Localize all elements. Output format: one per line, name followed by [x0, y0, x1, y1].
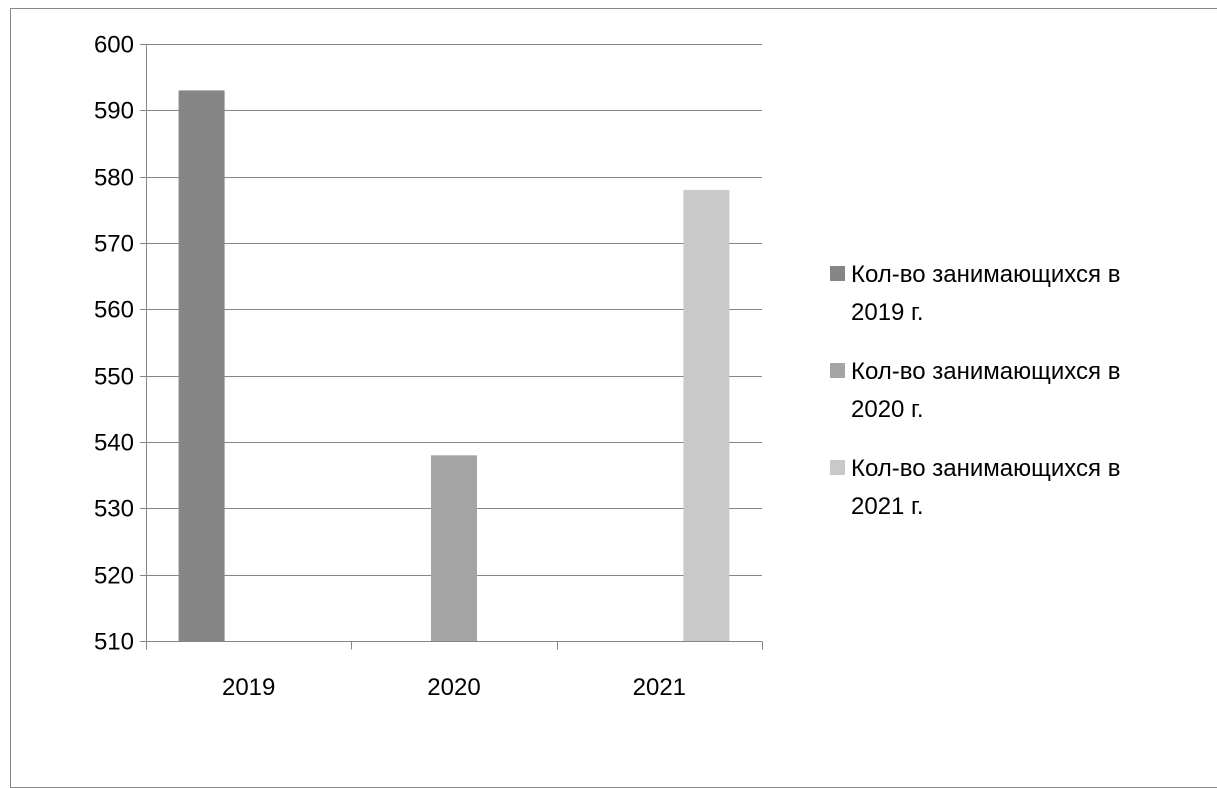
y-tick-label-570: 570 — [94, 231, 134, 258]
x-tick-label-2020: 2020 — [427, 674, 480, 701]
legend-label-3: Кол-во занимающихся в 2021 г. — [851, 455, 1120, 520]
y-tick-label-560: 560 — [94, 297, 134, 324]
legend-label-1: Кол-во занимающихся в 2019 г. — [851, 261, 1120, 326]
y-tick-label-600: 600 — [94, 32, 134, 59]
y-tick-label-550: 550 — [94, 364, 134, 391]
y-tick-label-520: 520 — [94, 563, 134, 590]
legend-swatch-2 — [830, 363, 845, 378]
bar-2021 — [683, 189, 730, 641]
bars — [178, 90, 730, 641]
x-axis-tick-labels: 2019 2020 2021 — [222, 674, 686, 701]
y-tick-label-580: 580 — [94, 165, 134, 192]
bar-2020 — [431, 455, 477, 641]
x-tick-label-2019: 2019 — [222, 674, 275, 701]
axes — [140, 44, 763, 650]
x-tick-label-2021: 2021 — [633, 674, 686, 701]
y-axis-tick-labels: 510 520 530 540 550 560 570 580 590 600 — [94, 32, 134, 656]
y-tick-label-540: 540 — [94, 430, 134, 457]
bar-2019 — [178, 90, 225, 641]
y-tick-label-590: 590 — [94, 98, 134, 125]
y-tick-label-530: 530 — [94, 496, 134, 523]
legend-label-2: Кол-во занимающихся в 2020 г. — [851, 358, 1120, 423]
legend-swatch-1 — [830, 266, 845, 281]
legend-swatch-3 — [830, 460, 845, 475]
legend: Кол-во занимающихся в 2019 г. Кол-во заним… — [830, 261, 1120, 520]
y-tick-label-510: 510 — [94, 629, 134, 656]
